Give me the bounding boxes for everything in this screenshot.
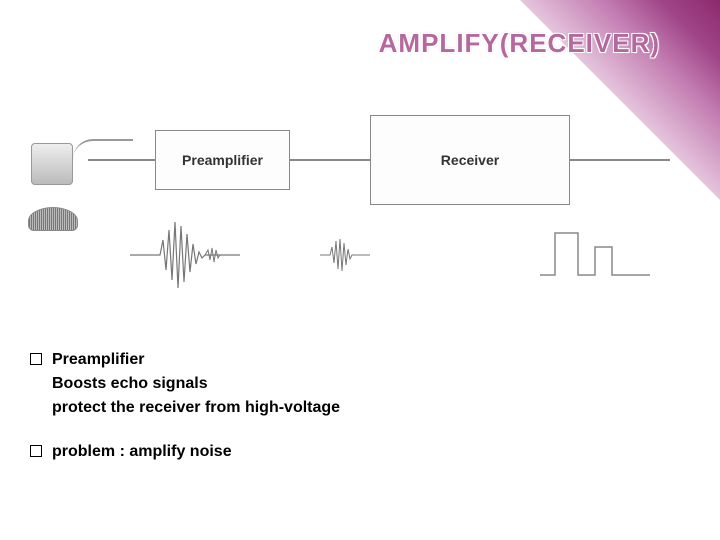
list-item: problem : amplify noise: [30, 440, 340, 464]
receiver-label: Receiver: [441, 152, 499, 168]
bullet-heading: Preamplifier: [52, 348, 340, 372]
receiver-box: Receiver: [370, 115, 570, 205]
bullet-content: Preamplifier Boosts echo signals protect…: [52, 348, 340, 420]
phased-array-icon: [28, 207, 78, 231]
output-waveform: [540, 225, 650, 280]
wire-3: [570, 159, 670, 161]
input-waveform: [130, 220, 240, 290]
list-item: Preamplifier Boosts echo signals protect…: [30, 348, 340, 420]
transducer-body: [31, 143, 73, 185]
preamplifier-box: Preamplifier: [155, 130, 290, 190]
bullet-square-icon: [30, 353, 42, 365]
bullet-square-icon: [30, 445, 42, 457]
bullet-list: Preamplifier Boosts echo signals protect…: [30, 348, 340, 484]
bullet-line: Boosts echo signals: [52, 372, 340, 396]
signal-chain-diagram: Preamplifier Receiver: [10, 105, 710, 305]
wire-1: [88, 159, 155, 161]
page-title: AMPLIFY(RECEIVER): [379, 28, 660, 59]
wire-2: [290, 159, 370, 161]
bullet-line: protect the receiver from high-voltage: [52, 396, 340, 420]
preamplifier-label: Preamplifier: [182, 152, 263, 168]
transducer-icon: [25, 135, 85, 195]
transducer-cable: [73, 139, 133, 169]
bullet-heading: problem : amplify noise: [52, 440, 232, 464]
mid-waveform: [320, 235, 370, 275]
bullet-content: problem : amplify noise: [52, 440, 232, 464]
